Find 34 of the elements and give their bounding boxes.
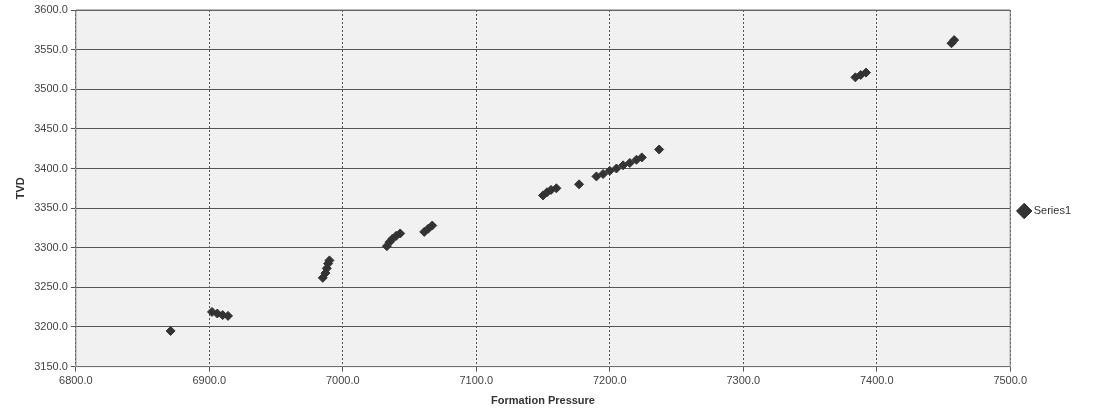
point xyxy=(604,165,615,176)
y-tick-label: 3400.0 xyxy=(34,161,68,174)
point xyxy=(618,160,629,171)
legend-label: Series1 xyxy=(1033,204,1071,217)
y-tick-label: 3350.0 xyxy=(34,201,68,214)
point xyxy=(598,169,609,180)
point xyxy=(591,171,602,182)
y-tick-label: 3150.0 xyxy=(34,359,68,372)
point xyxy=(624,157,635,168)
x-tick-label: 7000.0 xyxy=(325,374,360,387)
y-tick-label: 3300.0 xyxy=(34,240,68,253)
point xyxy=(165,325,176,336)
x-tick-label: 7400.0 xyxy=(859,374,894,387)
point xyxy=(427,220,438,231)
point xyxy=(611,163,622,174)
y-tick-label: 3200.0 xyxy=(34,320,68,333)
y-tick-label: 3550.0 xyxy=(34,42,68,55)
x-tick-label: 6900.0 xyxy=(192,374,227,387)
point xyxy=(574,179,585,190)
point xyxy=(551,183,562,194)
point xyxy=(861,67,872,78)
x-axis-title: Formation Pressure xyxy=(491,394,595,407)
y-tick-label: 3600.0 xyxy=(34,3,68,16)
y-axis-title: TVD xyxy=(13,177,26,200)
x-tick-label: 7200.0 xyxy=(592,374,627,387)
point xyxy=(223,310,234,321)
x-tick-label: 7500.0 xyxy=(993,374,1028,387)
point xyxy=(654,144,665,155)
x-tick-label: 6800.0 xyxy=(59,374,93,387)
y-tick-label: 3500.0 xyxy=(34,82,68,95)
x-tick-label: 7300.0 xyxy=(726,374,761,387)
y-tick-label: 3250.0 xyxy=(34,280,68,293)
x-tick-label: 7100.0 xyxy=(459,374,494,387)
y-tick-label: 3450.0 xyxy=(34,121,68,134)
